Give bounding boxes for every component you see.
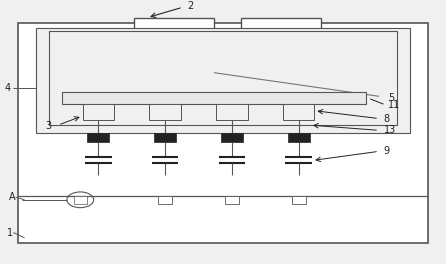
Bar [49,31,397,125]
Text: 1: 1 [7,228,13,238]
Text: 3: 3 [45,121,51,131]
Bar [288,133,310,142]
Bar [149,104,181,120]
Bar [241,18,321,34]
Bar [87,133,109,142]
Text: 2: 2 [187,1,194,11]
Text: 4: 4 [5,83,11,93]
Bar [158,196,172,204]
Text: 8: 8 [384,114,390,124]
Bar [221,133,243,142]
Bar [292,196,306,204]
Text: A: A [9,192,16,202]
Text: 5: 5 [388,93,394,103]
Bar [283,104,314,120]
Bar [225,196,239,204]
Bar [18,23,428,243]
Bar [216,104,248,120]
Bar [62,92,366,104]
Bar [134,18,214,34]
Text: 11: 11 [388,101,400,110]
Text: 9: 9 [384,146,390,156]
Bar [36,28,410,133]
Bar [154,133,176,142]
Bar [74,196,87,204]
Bar [83,104,114,120]
Text: 13: 13 [384,125,396,135]
